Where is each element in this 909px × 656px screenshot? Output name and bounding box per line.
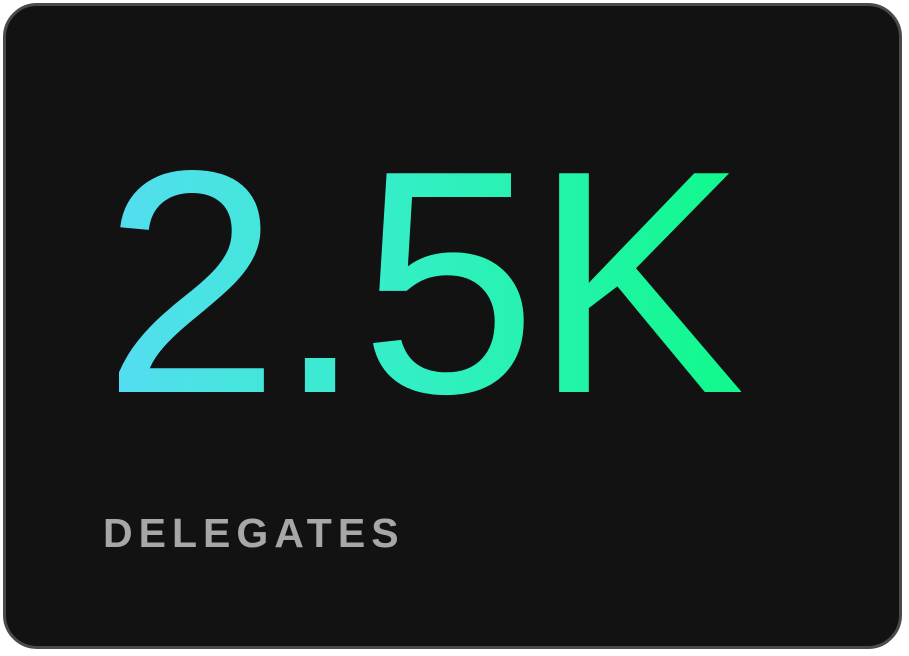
stat-value: 2.5K — [103, 105, 745, 460]
stat-card: 2.5K DELEGATES — [3, 3, 902, 649]
stat-label: DELEGATES — [103, 510, 405, 556]
